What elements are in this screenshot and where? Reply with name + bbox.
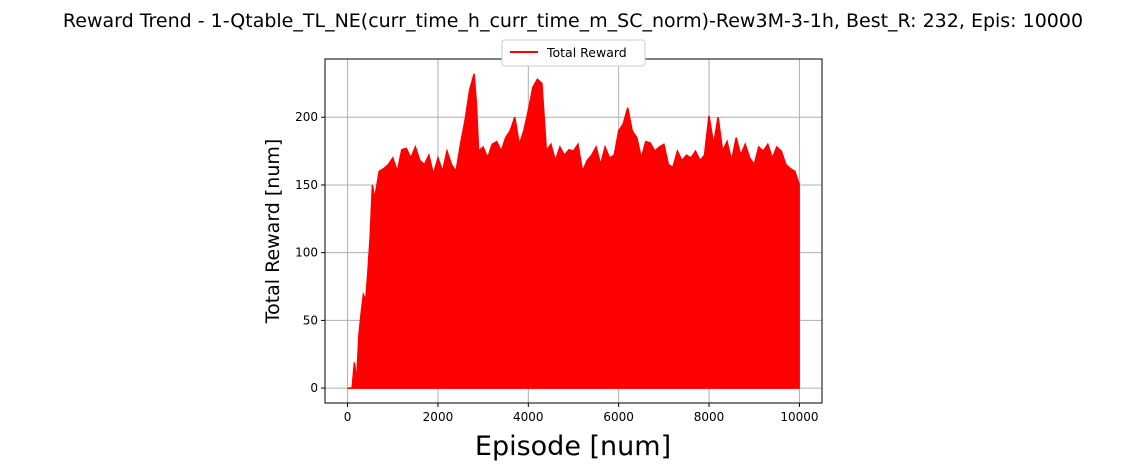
- y-tick-label: 50: [303, 313, 318, 327]
- legend: Total Reward: [501, 39, 646, 67]
- axis-ticks: 0 2000 4000 6000 8000 10000 0 50 100 150 200: [295, 110, 818, 424]
- x-tick-label: 6000: [603, 410, 634, 424]
- chart-title: Reward Trend - 1-Qtable_TL_NE(curr_time_…: [63, 10, 1083, 32]
- y-tick-label: 200: [295, 110, 318, 124]
- y-tick-label: 0: [310, 381, 318, 395]
- series-total-reward: [347, 73, 801, 389]
- legend-label: Total Reward: [546, 45, 627, 60]
- y-tick-label: 100: [295, 246, 318, 260]
- reward-line: [347, 73, 801, 389]
- y-tick-label: 150: [295, 178, 318, 192]
- y-axis-label: Total Reward [num]: [262, 139, 284, 325]
- x-tick-label: 4000: [513, 410, 544, 424]
- legend-box: [501, 39, 646, 67]
- x-axis-label: Episode [num]: [475, 431, 671, 462]
- x-tick-label: 2000: [423, 410, 454, 424]
- x-tick-label: 10000: [780, 410, 818, 424]
- x-tick-label: 0: [344, 410, 352, 424]
- x-tick-label: 8000: [694, 410, 725, 424]
